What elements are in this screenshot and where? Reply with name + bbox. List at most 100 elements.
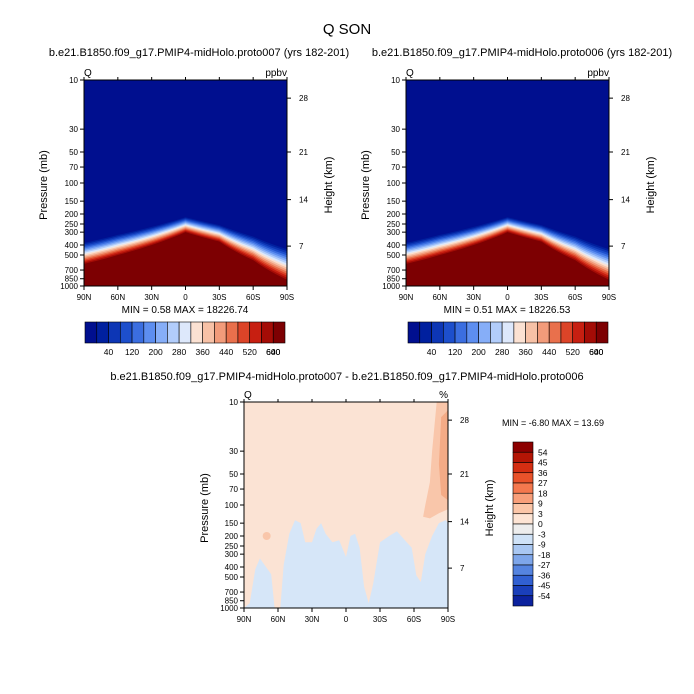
panel-3: b.e21.B1850.f09_g17.PMIP4-midHolo.proto0… [110, 371, 604, 624]
x-tick-label: 60S [246, 293, 260, 302]
x-tick-label: 0 [505, 293, 510, 302]
colorbar-box [131, 321, 145, 344]
y2-tick-label: 28 [460, 416, 469, 425]
colorbar-label: 40 [104, 347, 114, 357]
y-tick-label: 400 [65, 241, 79, 250]
y-tick-label: 300 [387, 228, 401, 237]
colorbar-box [249, 321, 262, 344]
y2-tick-label: 14 [621, 196, 630, 205]
colorbar-label: 120 [448, 347, 462, 357]
panel-title: b.e21.B1850.f09_g17.PMIP4-midHolo.proto0… [49, 47, 349, 59]
colorbar-box [478, 321, 491, 344]
x-tick-label: 30S [373, 615, 387, 624]
y-tick-label: 200 [225, 532, 239, 541]
plot-area: 90N 60N 30N 0 30S 60S 90S 10 30 50 70 100 150 2002503… [382, 76, 630, 302]
y-tick-label: 500 [387, 251, 401, 260]
y-tick-label: 150 [225, 519, 239, 528]
colorbar-label: 36 [538, 468, 548, 478]
panel-title: b.e21.B1850.f09_g17.PMIP4-midHolo.proto0… [110, 371, 583, 383]
colorbar-box [442, 321, 456, 344]
contour-fill [84, 232, 287, 286]
y-axis-title: Pressure (mb) [38, 150, 50, 220]
colorbar-box [202, 321, 215, 344]
y-tick-label: 500 [225, 573, 239, 582]
x-tick-label: 90S [602, 293, 616, 302]
colorbar-label: 120 [125, 347, 139, 357]
y-tick-label: 100 [387, 179, 401, 188]
colorbar-box [96, 321, 109, 344]
panel-right-label: ppbv [265, 68, 287, 79]
y-tick-label: 30 [391, 125, 400, 134]
colorbar-box [595, 321, 609, 344]
colorbar-label: -9 [538, 540, 546, 550]
colorbar-label: 9 [538, 499, 543, 509]
colorbar-box [167, 321, 180, 344]
y-tick-label: 50 [391, 148, 400, 157]
y-tick-label: 200 [387, 210, 401, 219]
colorbar-label: 45 [538, 458, 548, 468]
stats-text: MIN = -6.80 MAX = 13.69 [502, 418, 604, 428]
colorbar-label: 40 [427, 347, 437, 357]
colorbar-label: -27 [538, 560, 551, 570]
y-tick-label: 30 [229, 447, 238, 456]
colorbar-box [512, 574, 534, 586]
y-tick-label: 50 [229, 470, 238, 479]
x-tick-label: 0 [344, 615, 349, 624]
colorbar-box [407, 321, 421, 344]
positive-patch [262, 532, 271, 541]
panel-title: b.e21.B1850.f09_g17.PMIP4-midHolo.proto0… [372, 47, 672, 59]
y-tick-label: 50 [69, 148, 78, 157]
colorbar-label: 200 [148, 347, 162, 357]
y-tick-label: 400 [225, 563, 239, 572]
colorbar-box [214, 321, 227, 344]
colorbar-box [512, 595, 534, 607]
y2-tick-label: 14 [460, 518, 469, 527]
colorbar-box [155, 321, 168, 344]
y2-tick-label: 28 [299, 94, 308, 103]
colorbar-box [190, 321, 203, 344]
y-tick-label: 500 [65, 251, 79, 260]
colorbar-box [512, 544, 534, 556]
colorbar-box [512, 564, 534, 576]
positive-core [438, 410, 448, 501]
negative-region [244, 520, 448, 608]
colorbar-box [512, 472, 534, 484]
y2-tick-label: 7 [460, 564, 465, 573]
colorbar-label: 640 [589, 347, 603, 357]
colorbar-box [512, 585, 534, 597]
y2-tick-label: 21 [299, 148, 308, 157]
colorbar-label: 54 [538, 447, 548, 457]
colorbar-label: 360 [519, 347, 533, 357]
colorbar-label: -54 [538, 591, 551, 601]
y-tick-label: 10 [229, 398, 238, 407]
colorbar-label: 280 [172, 347, 186, 357]
colorbar-box [512, 523, 534, 535]
colorbar-box [572, 321, 585, 344]
y-tick-label: 100 [225, 501, 239, 510]
y-tick-label: 850 [387, 275, 401, 284]
colorbar-box [501, 321, 515, 344]
x-tick-label: 90S [441, 615, 455, 624]
y-tick-label: 850 [225, 597, 239, 606]
y-tick-label: 700 [387, 266, 401, 275]
colorbar-box [261, 321, 274, 344]
y2-tick-label: 7 [621, 242, 626, 251]
colorbar-label: -18 [538, 550, 551, 560]
colorbar-label: 440 [542, 347, 556, 357]
colorbar-box [548, 321, 562, 344]
x-tick-label: 30N [466, 293, 481, 302]
y-tick-label: 100 [65, 179, 79, 188]
x-tick-label: 30S [212, 293, 226, 302]
y-tick-label: 250 [387, 220, 401, 229]
colorbar-box [431, 321, 444, 344]
y-tick-label: 70 [229, 485, 238, 494]
colorbar-label: 280 [495, 347, 509, 357]
colorbar-box [512, 533, 534, 545]
plot-area: 90N 60N 30N 0 30S 60S 90S 10 30 50 70 100 150 2002503… [60, 76, 308, 302]
y-tick-label: 850 [65, 275, 79, 284]
colorbar-box [512, 492, 534, 504]
y-tick-label: 1000 [220, 604, 238, 613]
